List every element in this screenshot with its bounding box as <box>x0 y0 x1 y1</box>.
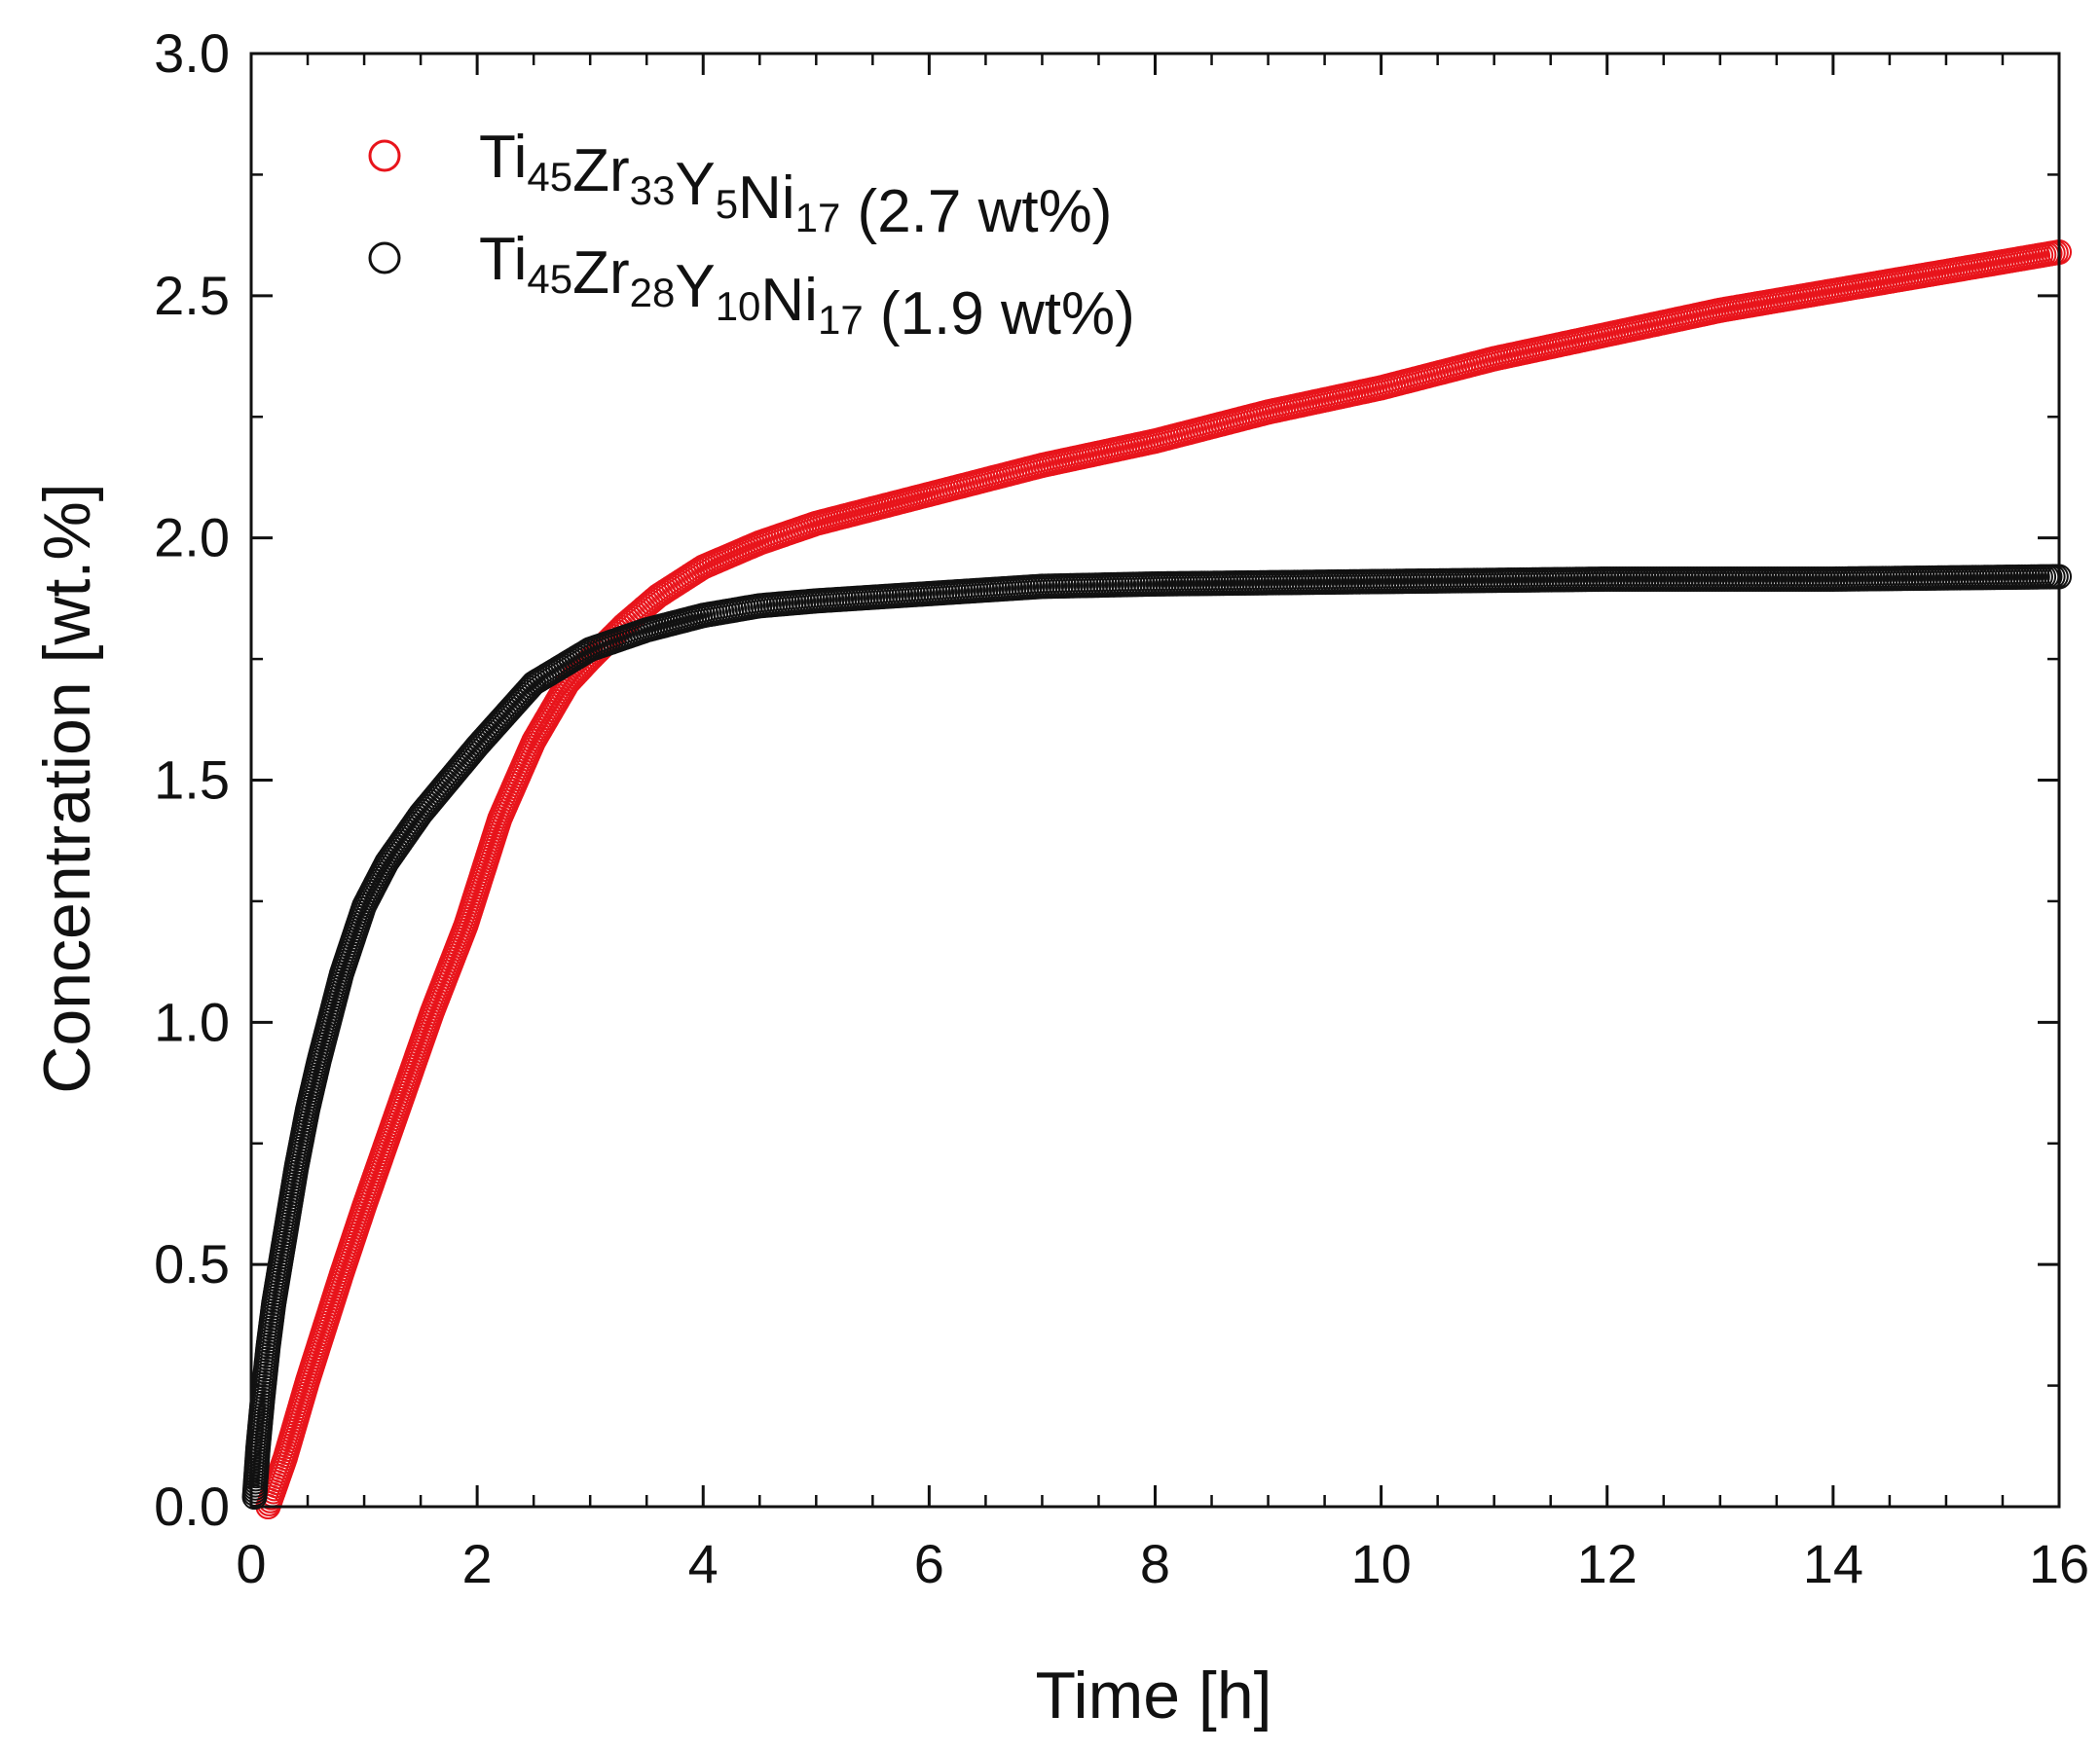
legend-item-1: Ti45Zr33Y5Ni17 (2.7 wt%) <box>368 124 1112 245</box>
x-tick-label: 14 <box>1803 1533 1863 1594</box>
x-tick-label: 4 <box>688 1533 718 1594</box>
y-tick-label: 3.0 <box>154 22 230 84</box>
legend-label: Ti45Zr28Y10Ni17 (1.9 wt%) <box>479 226 1135 347</box>
legend-marker <box>368 241 401 274</box>
series-2 <box>241 564 2072 1511</box>
x-tick-label: 2 <box>462 1533 493 1594</box>
plot-area <box>241 239 2072 1519</box>
series-1 <box>255 239 2072 1519</box>
y-tick-label: 2.0 <box>154 507 230 568</box>
y-tick-label: 1.0 <box>154 991 230 1052</box>
y-axis-title: Concentration [wt.%] <box>30 483 104 1093</box>
legend-item-2: Ti45Zr28Y10Ni17 (1.9 wt%) <box>368 226 1135 347</box>
x-axis-title: Time [h] <box>1035 1659 1271 1733</box>
ticks: 0 2 4 6 8 10 12 14 16 0.0 0.5 1.0 1.5 2.0 2.5 3.0 <box>154 22 2089 1594</box>
y-tick-label: 0.0 <box>154 1476 230 1537</box>
x-tick-label: 8 <box>1140 1533 1170 1594</box>
y-tick-label: 1.5 <box>154 749 230 811</box>
y-tick-label: 2.5 <box>154 265 230 326</box>
x-tick-label: 6 <box>914 1533 944 1594</box>
y-tick-label: 0.5 <box>154 1233 230 1295</box>
legend-label: Ti45Zr33Y5Ni17 (2.7 wt%) <box>479 124 1112 245</box>
x-tick-label: 16 <box>2029 1533 2089 1594</box>
legend: Ti45Zr33Y5Ni17 (2.7 wt%)Ti45Zr28Y10Ni17 … <box>368 124 1135 347</box>
x-tick-label: 10 <box>1350 1533 1411 1594</box>
x-tick-label: 0 <box>236 1533 266 1594</box>
x-tick-label: 12 <box>1577 1533 1638 1594</box>
legend-marker <box>368 139 401 172</box>
